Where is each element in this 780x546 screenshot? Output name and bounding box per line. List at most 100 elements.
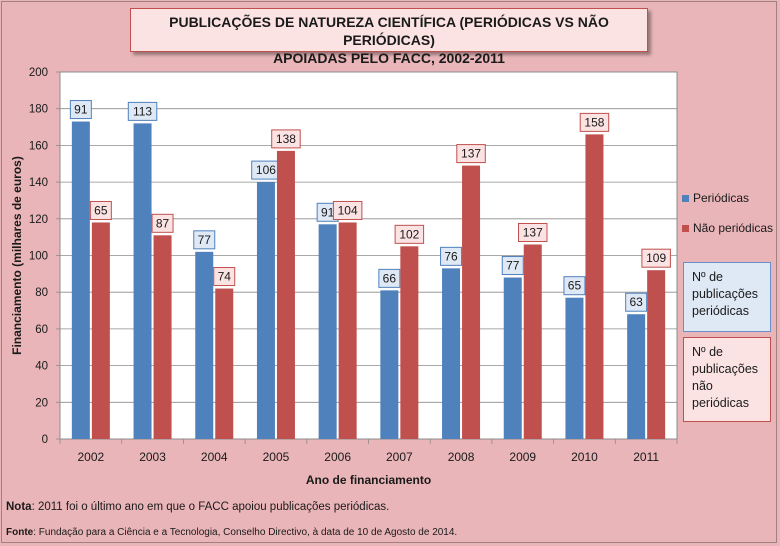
y-tick-label: 140 — [29, 177, 48, 189]
legend-swatch-periodicas — [682, 195, 689, 202]
x-tick-label: 2002 — [77, 450, 104, 464]
legend-swatch-nao-periodicas — [682, 225, 689, 232]
y-tick-label: 100 — [29, 251, 48, 263]
bar-nao-periodicas — [523, 244, 542, 439]
y-tick-label: 160 — [29, 140, 48, 152]
note-nao-periodicas-line: não — [692, 379, 713, 393]
y-tick-label: 200 — [29, 67, 48, 79]
data-label-periodicas: 63 — [629, 295, 643, 309]
bar-nao-periodicas — [462, 165, 481, 439]
data-label-box-nao-periodicas — [394, 224, 425, 244]
data-label-box-periodicas — [127, 101, 158, 121]
y-axis-label: Financiamento (milhares de euros) — [10, 156, 24, 355]
y-tick-label: 0 — [42, 434, 48, 446]
data-label-nao-periodicas: 109 — [646, 251, 666, 265]
legend-label-nao-periodicas: Não periódicas — [693, 221, 774, 235]
note-periodicas: Nº de publicações periódicas — [683, 262, 771, 332]
data-label-box-nao-periodicas — [332, 200, 363, 220]
bar-periodicas — [256, 182, 275, 439]
data-label-box-nao-periodicas — [271, 129, 301, 149]
chart-title-line1: PUBLICAÇÕES DE NATUREZA CIENTÍFICA (PERI… — [169, 14, 609, 48]
data-label-box-periodicas — [563, 276, 586, 296]
data-label-box-nao-periodicas — [579, 112, 610, 132]
bar-nao-periodicas — [338, 222, 357, 439]
data-label-nao-periodicas: 65 — [94, 203, 108, 217]
data-label-periodicas: 113 — [133, 104, 152, 118]
legend-item-periodicas: Periódicas — [679, 191, 773, 207]
bar-periodicas — [318, 224, 337, 439]
bar-periodicas — [71, 121, 90, 440]
chart-title: PUBLICAÇÕES DE NATUREZA CIENTÍFICA (PERI… — [130, 8, 648, 66]
data-label-nao-periodicas: 104 — [338, 203, 358, 217]
data-label-box-nao-periodicas — [151, 213, 174, 233]
bar-periodicas — [565, 297, 584, 439]
data-label-nao-periodicas: 158 — [584, 115, 604, 129]
bar-nao-periodicas — [585, 134, 604, 439]
data-label-periodicas: 66 — [383, 271, 397, 285]
data-label-periodicas: 91 — [74, 103, 88, 117]
data-label-periodicas: 77 — [506, 259, 520, 273]
x-tick-label: 2008 — [448, 450, 475, 464]
bar-nao-periodicas — [647, 270, 666, 439]
bar-nao-periodicas — [215, 288, 234, 439]
note-periodicas-line: Nº de — [692, 270, 723, 284]
legend-label-periodicas: Periódicas — [693, 191, 750, 205]
data-label-nao-periodicas: 138 — [276, 132, 296, 146]
legend: Periódicas Não periódicas — [679, 191, 773, 251]
chart-title-line2: APOIADAS PELO FACC, 2002-2011 — [273, 50, 505, 66]
bar-periodicas — [195, 251, 214, 439]
x-tick-label: 2009 — [509, 450, 536, 464]
bar-nao-periodicas — [276, 150, 295, 439]
y-tick-label: 180 — [29, 104, 48, 116]
footnote-label: Nota — [6, 501, 32, 513]
bar-periodicas — [503, 277, 522, 439]
x-tick-label: 2006 — [324, 450, 351, 464]
y-tick-label: 60 — [35, 324, 48, 336]
y-tick-label: 120 — [29, 214, 48, 226]
legend-item-nao-periodicas: Não periódicas — [679, 221, 773, 237]
data-label-nao-periodicas: 137 — [461, 147, 481, 161]
note-nao-periodicas-line: publicações — [692, 362, 759, 376]
data-label-nao-periodicas: 74 — [218, 270, 232, 284]
data-label-box-periodicas — [440, 246, 463, 266]
data-label-periodicas: 65 — [568, 279, 582, 293]
data-label-box-periodicas — [193, 230, 216, 250]
note-nao-periodicas-line: Nº de — [692, 345, 723, 359]
x-tick-label: 2004 — [201, 450, 228, 464]
bar-periodicas — [133, 123, 152, 439]
data-label-box-nao-periodicas — [518, 222, 548, 242]
data-label-periodicas: 91 — [321, 205, 335, 219]
x-tick-label: 2003 — [139, 450, 166, 464]
bar-nao-periodicas — [91, 222, 110, 439]
x-axis-label: Ano de financiamento — [306, 473, 431, 487]
bar-nao-periodicas — [153, 235, 172, 439]
data-label-box-nao-periodicas — [89, 200, 112, 220]
footnote: Nota: 2011 foi o último ano em que o FAC… — [6, 501, 389, 513]
source-label: Fonte — [6, 527, 34, 538]
source-note: Fonte: Fundação para a Ciência e a Tecno… — [6, 527, 457, 538]
data-label-box-nao-periodicas — [456, 144, 486, 164]
data-label-box-periodicas — [378, 268, 401, 288]
data-label-periodicas: 106 — [256, 163, 276, 177]
data-label-box-periodicas — [69, 100, 92, 120]
x-tick-label: 2007 — [386, 450, 413, 464]
bar-periodicas — [627, 314, 646, 439]
y-tick-label: 40 — [35, 361, 48, 373]
y-tick-label: 80 — [35, 287, 48, 299]
data-label-periodicas: 76 — [444, 249, 458, 263]
data-label-nao-periodicas: 102 — [399, 227, 419, 241]
x-tick-label: 2005 — [263, 450, 290, 464]
y-tick-label: 20 — [35, 397, 48, 409]
bar-periodicas — [442, 268, 461, 439]
data-label-box-periodicas — [501, 256, 524, 276]
x-tick-label: 2010 — [571, 450, 598, 464]
data-label-box-nao-periodicas — [213, 267, 236, 287]
x-tick-label: 2011 — [633, 450, 659, 464]
data-label-nao-periodicas: 87 — [156, 216, 170, 230]
bar-nao-periodicas — [400, 246, 419, 439]
data-label-box-periodicas — [625, 292, 648, 312]
note-nao-periodicas: Nº de publicações não periódicas — [683, 337, 771, 422]
bar-periodicas — [380, 290, 399, 439]
